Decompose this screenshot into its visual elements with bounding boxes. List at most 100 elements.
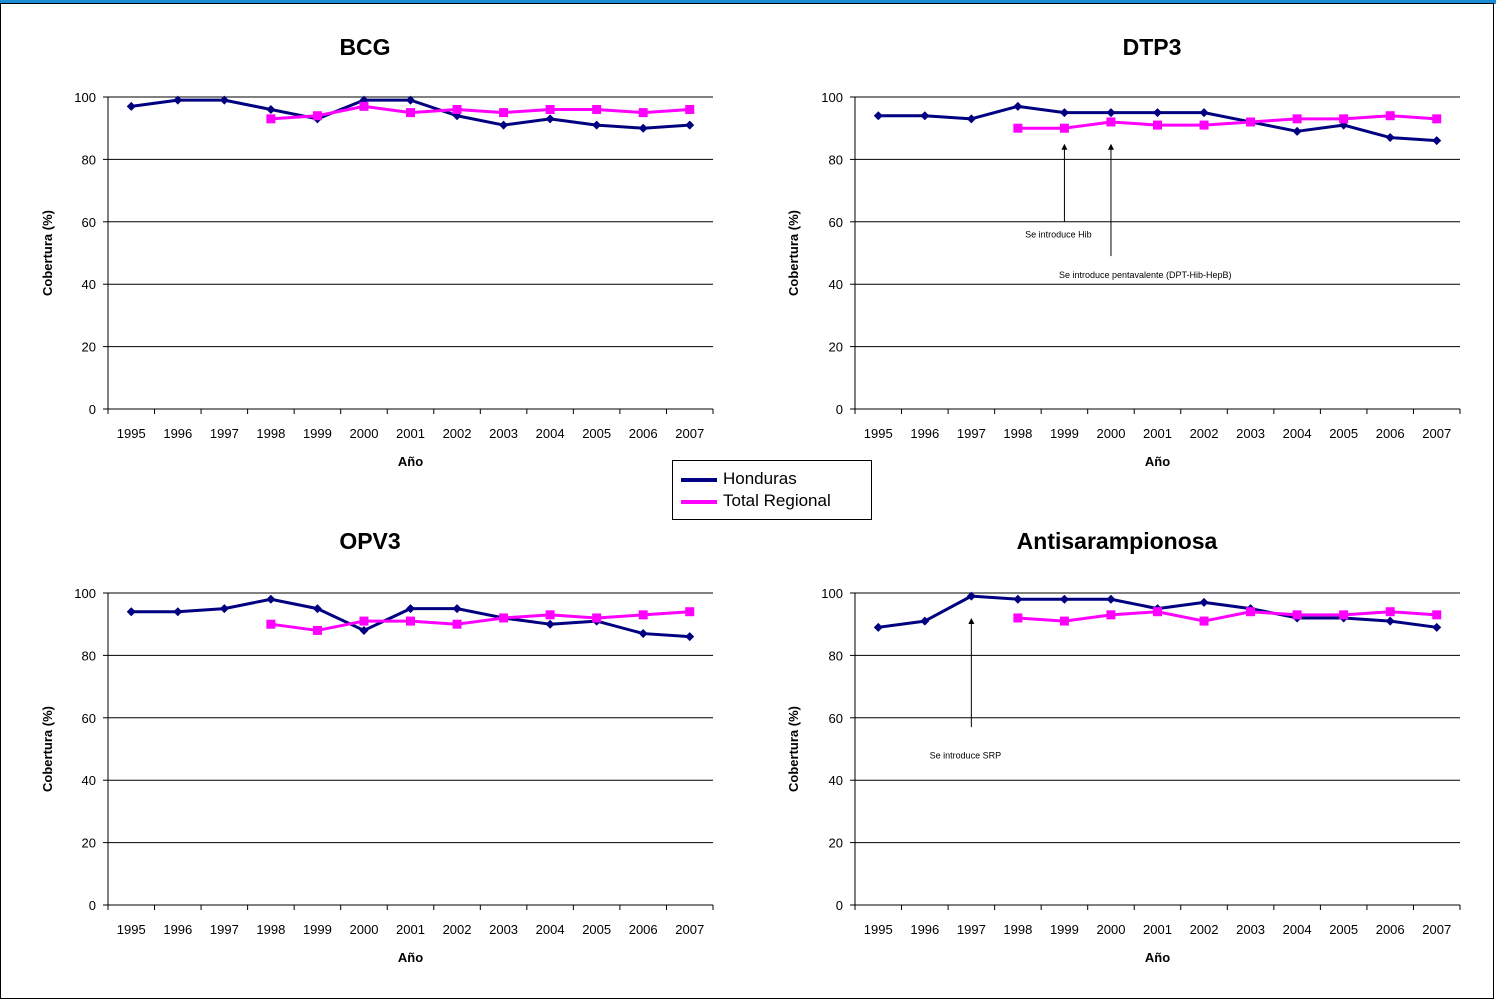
bcg-point-total-regional-2007 [685,104,695,114]
antisarampionosa-x-tick-label-1996: 1996 [910,922,939,937]
dtp3-y-tick-label-100: 100 [821,90,843,105]
opv3-point-honduras-1999 [312,604,322,614]
dtp3-point-total-regional-2003 [1246,117,1256,127]
opv3-point-honduras-2002 [452,604,462,614]
bcg-y-tick-label-40: 40 [82,277,96,292]
opv3-x-tick-label-2000: 2000 [350,922,379,937]
dtp3-point-total-regional-2004 [1292,114,1302,124]
dtp3-point-total-regional-2007 [1432,114,1442,124]
antisarampionosa-point-honduras-2006 [1385,616,1395,626]
opv3-y-tick-label-80: 80 [82,648,96,663]
antisarampionosa-point-total-regional-1999 [1059,616,1069,626]
antisarampionosa-y-axis-label: Cobertura (%) [786,706,801,792]
dtp3-y-axis-label: Cobertura (%) [786,210,801,296]
dtp3-x-tick-label-2002: 2002 [1190,426,1219,441]
dtp3-point-total-regional-2006 [1385,111,1395,121]
dtp3-x-tick-label-1995: 1995 [864,426,893,441]
dtp3-annotation-arrowhead-0 [1061,143,1068,150]
antisarampionosa-x-tick-label-1995: 1995 [864,922,893,937]
bcg-x-tick-label-1996: 1996 [163,426,192,441]
opv3-y-tick-label-40: 40 [82,773,96,788]
antisarampionosa-x-tick-label-2007: 2007 [1422,922,1451,937]
dtp3-x-tick-label-2000: 2000 [1097,426,1126,441]
legend-item-total-regional: Total Regional [681,490,871,512]
dtp3-x-tick-label-2003: 2003 [1236,426,1265,441]
antisarampionosa-point-total-regional-1998 [1013,613,1023,623]
bcg-x-tick-label-1995: 1995 [117,426,146,441]
opv3-x-tick-label-2004: 2004 [536,922,565,937]
bcg-point-total-regional-2002 [452,104,462,114]
opv3-x-tick-label-2003: 2003 [489,922,518,937]
bcg-y-tick-label-0: 0 [89,402,96,417]
dtp3-x-tick-label-1997: 1997 [957,426,986,441]
opv3-point-honduras-2004 [545,619,555,629]
dtp3-y-tick-label-40: 40 [829,277,843,292]
antisarampionosa-x-tick-label-2004: 2004 [1283,922,1312,937]
antisarampionosa-x-tick-label-2000: 2000 [1097,922,1126,937]
dtp3-y-tick-label-20: 20 [829,340,843,355]
antisarampionosa-x-tick-label-2001: 2001 [1143,922,1172,937]
legend-label-total-regional: Total Regional [723,491,831,510]
opv3-x-tick-label-2001: 2001 [396,922,425,937]
header-bar [0,0,1496,4]
bcg-point-honduras-2001 [406,95,415,105]
opv3-y-tick-label-60: 60 [82,711,96,726]
antisarampionosa-point-total-regional-2007 [1432,610,1442,620]
dtp3-point-honduras-1999 [1059,108,1069,118]
opv3-point-total-regional-1999 [312,625,322,635]
antisarampionosa-point-total-regional-2000 [1106,610,1116,620]
antisarampionosa-y-tick-label-80: 80 [829,648,843,663]
antisarampionosa-x-tick-label-1999: 1999 [1050,922,1079,937]
dtp3-point-total-regional-2005 [1339,114,1349,124]
antisarampionosa-x-tick-label-2002: 2002 [1190,922,1219,937]
dtp3-chart-title: DTP3 [1123,34,1182,60]
dtp3-x-tick-label-2004: 2004 [1283,426,1312,441]
figure-frame [0,3,1494,999]
dtp3-point-honduras-1996 [920,111,930,121]
bcg-point-honduras-2006 [638,123,648,133]
dtp3-point-total-regional-2000 [1106,117,1116,127]
opv3-point-total-regional-2007 [685,607,695,617]
opv3-point-honduras-1995 [126,607,136,617]
bcg-x-tick-label-2007: 2007 [675,426,704,441]
opv3-point-honduras-2006 [638,629,648,639]
opv3-point-total-regional-1998 [266,619,276,629]
dtp3-y-tick-label-60: 60 [829,215,843,230]
opv3-x-tick-label-1996: 1996 [163,922,192,937]
antisarampionosa-y-tick-label-0: 0 [836,898,843,913]
bcg-point-total-regional-2006 [638,108,648,118]
bcg-x-tick-label-2006: 2006 [629,426,658,441]
opv3-y-tick-label-20: 20 [82,836,96,851]
antisarampionosa-point-honduras-1995 [873,622,883,632]
dtp3-x-tick-label-2006: 2006 [1376,426,1405,441]
antisarampionosa-point-total-regional-2006 [1385,607,1395,617]
bcg-point-honduras-1998 [266,104,276,114]
bcg-point-honduras-2004 [545,114,555,124]
dtp3-x-tick-label-2005: 2005 [1329,426,1358,441]
antisarampionosa-point-honduras-2000 [1106,594,1116,604]
antisarampionosa-annotation-text-0: Se introduce SRP [930,750,1002,760]
antisarampionosa-y-tick-label-100: 100 [821,586,843,601]
opv3-point-total-regional-2004 [545,610,555,620]
bcg-series-line-total-regional [270,104,690,121]
opv3-point-honduras-1997 [219,604,229,614]
bcg-x-tick-label-2003: 2003 [489,426,518,441]
opv3-x-axis-label: Año [398,950,423,965]
dtp3-point-honduras-2004 [1292,126,1302,136]
antisarampionosa-y-tick-label-20: 20 [829,836,843,851]
antisarampionosa-y-tick-label-60: 60 [829,711,843,726]
antisarampionosa-point-honduras-1997 [966,591,976,601]
opv3-point-total-regional-2006 [638,610,648,620]
bcg-chart-title: BCG [339,34,390,60]
antisarampionosa-annotation-arrowhead-0 [968,617,975,624]
antisarampionosa-point-honduras-1999 [1059,594,1069,604]
antisarampionosa-x-tick-label-2006: 2006 [1376,922,1405,937]
bcg-point-honduras-1996 [173,95,183,105]
opv3-point-honduras-2007 [685,632,695,642]
dtp3-y-tick-label-0: 0 [836,402,843,417]
bcg-x-tick-label-1997: 1997 [210,426,239,441]
dtp3-point-honduras-2007 [1432,136,1442,146]
opv3-x-tick-label-1995: 1995 [117,922,146,937]
opv3-point-honduras-1998 [266,594,276,604]
opv3-chart-title: OPV3 [339,528,400,554]
